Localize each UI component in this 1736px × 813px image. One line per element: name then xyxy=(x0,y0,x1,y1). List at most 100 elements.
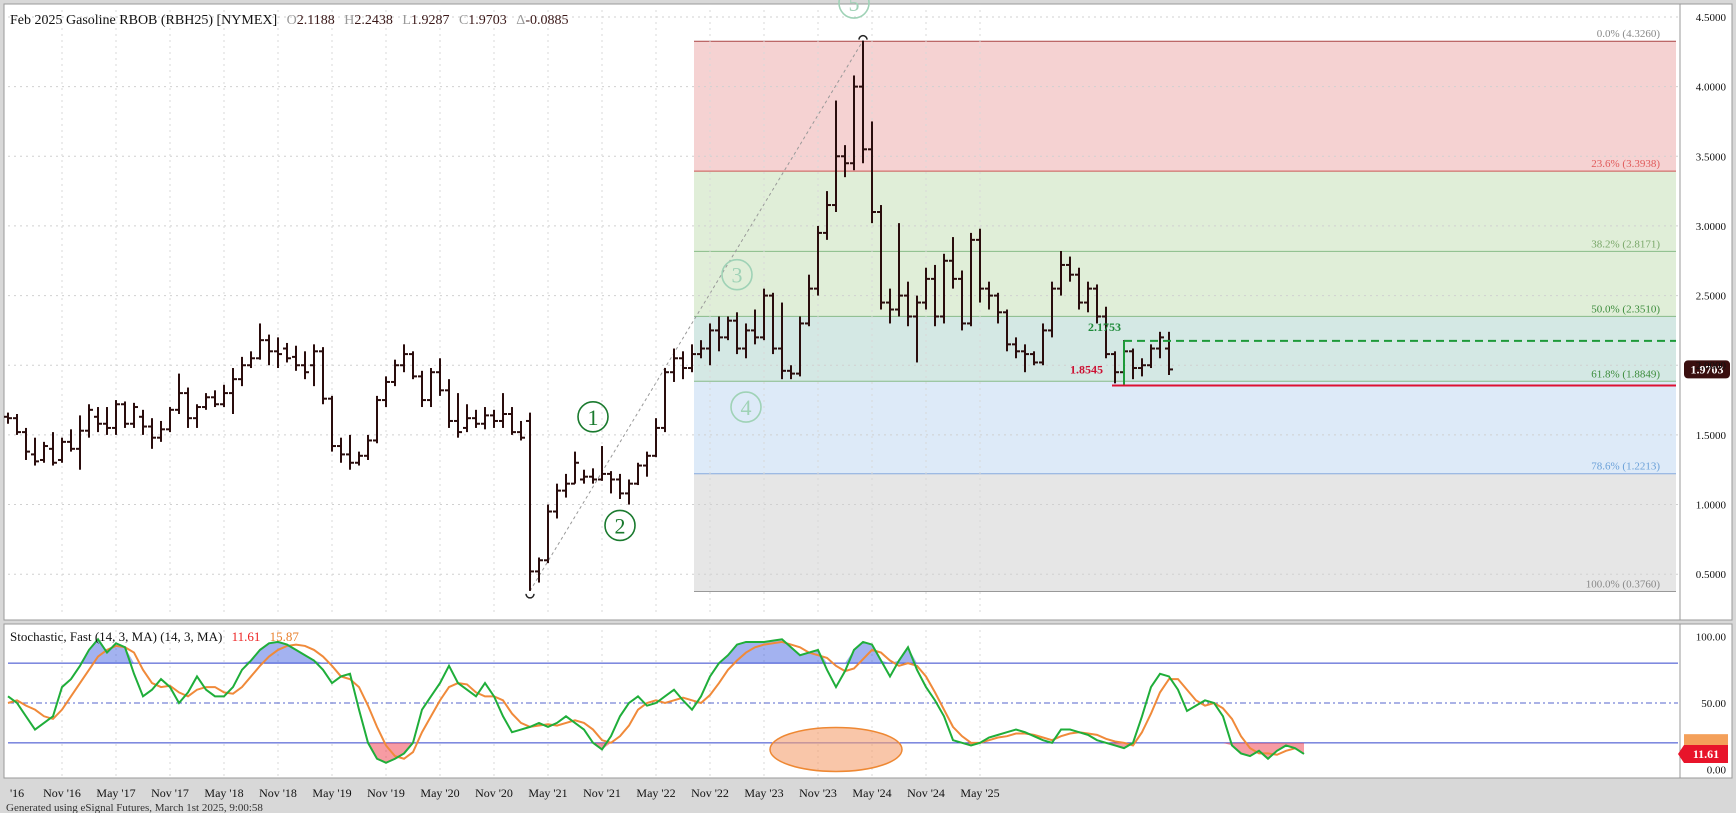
ohlc-bar xyxy=(148,418,156,449)
x-tick-label: May '21 xyxy=(528,786,567,800)
price-axis[interactable] xyxy=(1679,3,1733,621)
ohlc-bar xyxy=(400,344,408,373)
fast-k-tag xyxy=(1678,744,1728,763)
ohlc-bar xyxy=(661,368,669,433)
x-tick-label: Nov '20 xyxy=(475,786,513,800)
ohlc-bar xyxy=(1021,344,1029,373)
swing-high-marker xyxy=(858,34,868,40)
ohlc-bar xyxy=(490,409,498,428)
ohlc-bar xyxy=(1039,323,1047,366)
elliott-wave-label-4: 4 xyxy=(730,391,762,423)
ohlc-bar xyxy=(841,145,849,178)
x-tick-label: Nov '16 xyxy=(43,786,81,800)
ohlc-bar xyxy=(463,404,471,433)
price-tick-label: 2.0000 xyxy=(1696,360,1727,372)
ohlc-bar xyxy=(967,232,975,327)
ohlc-bar xyxy=(238,356,246,387)
ohlc-bar xyxy=(760,288,768,341)
price-tick-label: 0.5000 xyxy=(1696,569,1727,581)
svg-text:5: 5 xyxy=(849,0,860,16)
svg-text:1: 1 xyxy=(588,405,599,430)
ohlc-bar xyxy=(1057,251,1065,296)
last-price-tag xyxy=(1684,360,1730,379)
ohlc-bar xyxy=(850,75,858,171)
ohlc-bar xyxy=(949,237,957,289)
symbol-title: Feb 2025 Gasoline RBOB (RBH25) [NYMEX] xyxy=(10,13,277,28)
ohlc-bar xyxy=(472,409,480,428)
ohlc-bar xyxy=(454,393,462,438)
stoch-tick-label: 0.00 xyxy=(1707,764,1727,776)
x-tick-label: May '17 xyxy=(96,786,135,800)
ohlc-bar xyxy=(904,281,912,327)
svg-text:4: 4 xyxy=(741,395,752,420)
ohlc-bar xyxy=(742,323,750,359)
x-tick-label: Nov '24 xyxy=(907,786,945,800)
ohlc-bar xyxy=(1093,284,1101,324)
price-tick-label: 3.0000 xyxy=(1696,221,1727,233)
ohlc-bar xyxy=(373,395,381,444)
ohlc-bar xyxy=(157,420,165,442)
fib-label: 23.6% (3.3938) xyxy=(1591,158,1660,170)
ohlc-bar xyxy=(121,401,129,428)
ohlc-bar xyxy=(301,351,309,380)
fib-zone-23-6 xyxy=(694,171,1676,252)
ohlc-bar xyxy=(211,390,219,408)
footer-text: Generated using eSignal Futures, March 1… xyxy=(6,802,263,813)
change-value: -0.0885 xyxy=(525,13,568,28)
ohlc-bar xyxy=(1138,358,1146,377)
close-value: 1.9703 xyxy=(468,13,507,28)
elliott-wave-label-1: 1 xyxy=(577,400,609,433)
price-tick-label: 4.5000 xyxy=(1696,12,1727,24)
x-tick-label: '16 xyxy=(10,786,24,800)
ohlc-bar xyxy=(337,437,345,463)
oversold-fill xyxy=(368,742,413,763)
ohlc-bar xyxy=(418,370,426,408)
stoch-tick-label: 50.00 xyxy=(1701,698,1726,710)
ohlc-bar xyxy=(1030,351,1038,366)
stochastic-header: Stochastic, Fast (14, 3, MA) (14, 3, MA)… xyxy=(10,629,299,644)
ohlc-bar xyxy=(679,351,687,380)
ohlc-bar xyxy=(364,434,372,460)
x-axis-labels: '16 Nov '16 May '17 Nov '17 May '18 Nov '18 Ma… xyxy=(10,786,1000,800)
x-tick-label: Nov '22 xyxy=(691,786,729,800)
ohlc-bar xyxy=(994,292,1002,324)
price-tick-label: 1.5000 xyxy=(1696,430,1727,442)
close-label: C xyxy=(459,13,468,28)
x-tick-label: May '24 xyxy=(852,786,891,800)
ohlc-bar xyxy=(976,228,984,303)
ohlc-bar xyxy=(985,281,993,310)
ohlc-bar xyxy=(796,316,804,377)
fib-label: 61.8% (1.8849) xyxy=(1591,368,1660,380)
ohlc-bar xyxy=(436,358,444,396)
ohlc-bar xyxy=(913,295,921,363)
x-tick-label: Nov '19 xyxy=(367,786,405,800)
ohlc-bar xyxy=(787,365,795,380)
overbought-fill xyxy=(242,641,323,664)
elliott-wave-label-5: 5 xyxy=(838,0,870,19)
ohlc-bar xyxy=(706,323,714,366)
open-value: 2.1188 xyxy=(297,13,335,28)
ohlc-bar xyxy=(166,407,174,433)
fib-label: 0.0% (4.3260) xyxy=(1597,28,1661,40)
ohlc-bar xyxy=(31,437,39,466)
fibonacci-retracement: 0.0% (4.3260) 23.6% (3.3938) 38.2% (2.8171… xyxy=(529,28,1676,592)
ohlc-bar xyxy=(85,404,93,438)
ohlc-bar xyxy=(634,462,642,486)
ohlc-bar xyxy=(670,348,678,382)
ohlc-bar xyxy=(256,323,264,360)
fib-label: 50.0% (2.3510) xyxy=(1591,303,1660,315)
price-tick-label: 4.0000 xyxy=(1696,82,1727,94)
ohlc-bar xyxy=(616,473,624,499)
ohlc-bar xyxy=(1012,337,1020,359)
ohlc-bar xyxy=(265,334,273,366)
ohlc-bar xyxy=(544,504,552,564)
ohlc-bar xyxy=(895,223,903,317)
price-tick-label: 3.5000 xyxy=(1696,151,1727,163)
ohlc-bar xyxy=(22,427,30,460)
ohlc-bar xyxy=(931,264,939,327)
ohlc-bar xyxy=(103,407,111,435)
ohlc-bar xyxy=(130,402,138,428)
slow-d-value: 15.87 xyxy=(270,629,300,644)
ohlc-bar xyxy=(589,468,597,484)
